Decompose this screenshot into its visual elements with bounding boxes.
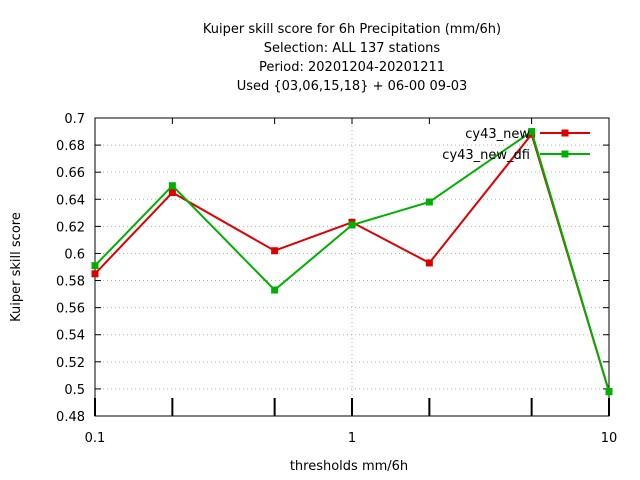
data-point (271, 247, 279, 255)
x-tick-label: 0.1 (85, 431, 106, 446)
y-tick-label: 0.66 (56, 166, 85, 181)
data-point (425, 259, 433, 267)
y-tick-label: 0.54 (56, 329, 85, 344)
y-tick-labels: 0.48 0.5 0.52 0.54 0.56 0.58 0.6 0.62 0.64 0.66 0.… (56, 112, 85, 425)
x-tick-labels: 0.1 1 10 (85, 431, 618, 446)
y-tick-label: 0.62 (56, 220, 85, 235)
y-axis-label: Kuiper skill score (9, 212, 24, 322)
data-point (168, 189, 176, 196)
title-line: Kuiper skill score for 6h Precipitation … (203, 22, 501, 37)
legend-marker (561, 150, 569, 158)
y-tick-label: 0.5 (64, 383, 85, 398)
data-point (91, 262, 99, 270)
y-tick-label: 0.6 (64, 247, 85, 262)
data-point (425, 198, 433, 206)
y-tick-label: 0.48 (56, 410, 85, 425)
data-point (91, 270, 99, 278)
data-point (348, 221, 356, 229)
data-point (168, 182, 176, 190)
title-line: Selection: ALL 137 stations (264, 41, 441, 56)
legend-label: cy43_new_dfi (442, 148, 530, 163)
y-tick-label: 0.7 (64, 112, 85, 127)
y-tick-label: 0.52 (56, 356, 85, 371)
x-axis-label: thresholds mm/6h (290, 459, 408, 474)
legend: cy43_new cy43_new_dfi (442, 127, 590, 163)
x-tick-label: 1 (348, 431, 356, 446)
data-point (528, 128, 536, 136)
grid (95, 118, 609, 416)
data-point (271, 286, 279, 294)
series-group (91, 128, 613, 396)
data-point (605, 388, 613, 396)
x-tick-label: 10 (601, 431, 618, 446)
y-tick-label: 0.56 (56, 302, 85, 317)
y-tick-label: 0.64 (56, 193, 85, 208)
legend-label: cy43_new (465, 127, 530, 142)
title-line: Used {03,06,15,18} + 06-00 09-03 (237, 79, 468, 94)
y-tick-label: 0.58 (56, 275, 85, 290)
title-line: Period: 20201204-20201211 (259, 60, 445, 75)
legend-marker (561, 129, 569, 137)
y-tick-label: 0.68 (56, 139, 85, 154)
chart-title: Kuiper skill score for 6h Precipitation … (203, 22, 501, 94)
